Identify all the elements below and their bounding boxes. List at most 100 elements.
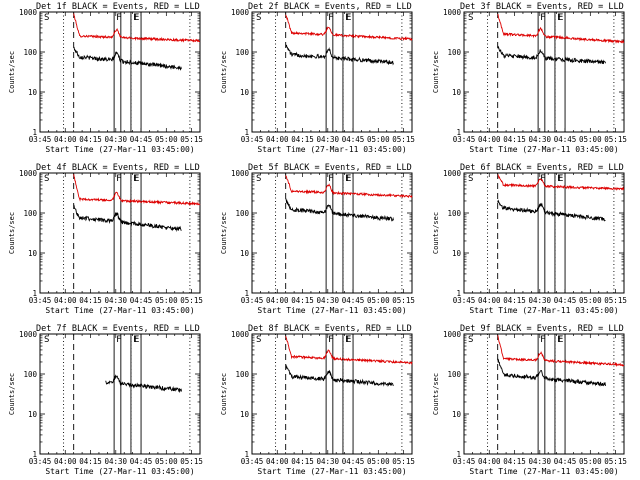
x-tick-label: 04:30 xyxy=(529,457,552,466)
y-tick-label: 100 xyxy=(235,370,249,379)
marker-label: F xyxy=(345,174,350,184)
marker-label: E xyxy=(346,13,351,23)
y-tick-label: 10 xyxy=(28,410,38,419)
y-tick-label: 10 xyxy=(452,410,462,419)
x-axis-label: Start Time (27-Mar-11 03:45:00) xyxy=(469,306,618,315)
marker-label: F xyxy=(328,174,333,184)
lld-series-line xyxy=(285,175,413,199)
chart-title: Det 9f BLACK = Events, RED = LLD xyxy=(460,324,624,334)
chart-title: Det 8f BLACK = Events, RED = LLD xyxy=(248,324,412,334)
chart-panel-7: Det 7f BLACK = Events, RED = LLD 1 10 100 10… xyxy=(8,324,203,476)
chart-panel-1: Det 1f BLACK = Events, RED = LLD 1 10 100 10… xyxy=(8,2,203,154)
y-tick-label: 1 xyxy=(244,128,249,137)
x-tick-label: 04:15 xyxy=(291,457,314,466)
chart-panel-8: Det 8f BLACK = Events, RED = LLD 1 10 100 10… xyxy=(220,324,415,476)
chart-title: Det 7f BLACK = Events, RED = LLD xyxy=(36,324,200,334)
x-tick-label: 03:45 xyxy=(453,296,476,305)
y-axis-label: Counts/sec xyxy=(8,212,16,254)
y-tick-label: 100 xyxy=(23,209,37,218)
x-tick-label: 05:15 xyxy=(604,457,627,466)
y-tick-label: 1 xyxy=(456,128,461,137)
y-tick-label: 100 xyxy=(235,209,249,218)
y-tick-label: 1000 xyxy=(231,169,250,178)
x-tick-label: 04:00 xyxy=(54,135,77,144)
x-tick-label: 05:15 xyxy=(180,457,203,466)
lld-series-line xyxy=(285,335,413,366)
x-tick-label: 05:15 xyxy=(604,296,627,305)
x-tick-label: 05:00 xyxy=(579,457,602,466)
y-axis-label: Counts/sec xyxy=(432,51,440,93)
x-tick-label: 03:45 xyxy=(29,457,52,466)
x-axis-label: Start Time (27-Mar-11 03:45:00) xyxy=(469,145,618,154)
y-tick-label: 100 xyxy=(447,48,461,57)
lld-series-line xyxy=(285,14,413,42)
marker-label: F xyxy=(345,335,350,345)
plot-frame xyxy=(39,333,201,455)
x-tick-label: 04:45 xyxy=(554,135,577,144)
marker-label: S xyxy=(44,174,49,184)
y-axis-label: Counts/sec xyxy=(220,51,228,93)
x-tick-label: 03:45 xyxy=(29,135,52,144)
x-tick-label: 03:45 xyxy=(453,135,476,144)
x-tick-label: 04:00 xyxy=(266,135,289,144)
x-tick-label: 05:00 xyxy=(579,296,602,305)
x-tick-label: 05:00 xyxy=(367,135,390,144)
x-tick-label: 04:00 xyxy=(266,296,289,305)
marker-label: S xyxy=(256,335,261,345)
x-tick-label: 04:30 xyxy=(317,457,340,466)
x-tick-label: 04:45 xyxy=(554,457,577,466)
x-tick-label: 03:45 xyxy=(453,457,476,466)
lld-series-line xyxy=(497,335,625,368)
chart-title: Det 4f BLACK = Events, RED = LLD xyxy=(36,163,200,173)
y-tick-label: 10 xyxy=(452,249,462,258)
x-tick-label: 05:15 xyxy=(180,135,203,144)
events-series-line xyxy=(285,44,394,66)
x-tick-label: 05:00 xyxy=(155,296,178,305)
chart-title: Det 1f BLACK = Events, RED = LLD xyxy=(36,2,200,12)
x-tick-label: 04:30 xyxy=(317,135,340,144)
x-tick-label: 05:15 xyxy=(392,457,415,466)
x-tick-label: 04:30 xyxy=(105,457,128,466)
x-tick-label: 05:15 xyxy=(392,296,415,305)
x-tick-label: 04:45 xyxy=(342,135,365,144)
y-tick-label: 1 xyxy=(456,450,461,459)
chart-panel-9: Det 9f BLACK = Events, RED = LLD 1 10 100 10… xyxy=(432,324,627,476)
marker-label: S xyxy=(44,335,49,345)
y-tick-label: 1000 xyxy=(443,330,462,339)
y-tick-label: 10 xyxy=(240,88,250,97)
y-tick-label: 10 xyxy=(452,88,462,97)
plot-frame xyxy=(463,333,625,455)
marker-label: E xyxy=(134,335,139,345)
marker-label: E xyxy=(134,13,139,23)
marker-label: E xyxy=(558,335,563,345)
marker-label: E xyxy=(558,13,563,23)
marker-label: F xyxy=(557,335,562,345)
y-tick-label: 1 xyxy=(456,289,461,298)
marker-label: F xyxy=(133,335,138,345)
y-tick-label: 100 xyxy=(23,48,37,57)
x-tick-label: 05:00 xyxy=(155,457,178,466)
marker-label: F xyxy=(540,335,545,345)
x-tick-label: 05:15 xyxy=(180,296,203,305)
x-tick-label: 04:30 xyxy=(105,135,128,144)
chart-title: Det 6f BLACK = Events, RED = LLD xyxy=(460,163,624,173)
marker-label: S xyxy=(256,174,261,184)
x-tick-label: 04:15 xyxy=(79,457,102,466)
lld-series-line xyxy=(497,174,625,191)
x-axis-label: Start Time (27-Mar-11 03:45:00) xyxy=(257,145,406,154)
y-tick-label: 1000 xyxy=(19,330,38,339)
plot-frame xyxy=(251,172,413,294)
y-axis-label: Counts/sec xyxy=(432,212,440,254)
x-tick-label: 04:45 xyxy=(130,457,153,466)
x-tick-label: 04:00 xyxy=(478,296,501,305)
marker-label: F xyxy=(540,174,545,184)
marker-label: F xyxy=(557,13,562,23)
marker-label: E xyxy=(346,174,351,184)
x-tick-label: 04:00 xyxy=(478,135,501,144)
y-tick-label: 1 xyxy=(32,128,37,137)
x-tick-label: 03:45 xyxy=(241,135,264,144)
marker-label: E xyxy=(558,174,563,184)
marker-label: S xyxy=(468,13,473,23)
y-axis-label: Counts/sec xyxy=(220,212,228,254)
